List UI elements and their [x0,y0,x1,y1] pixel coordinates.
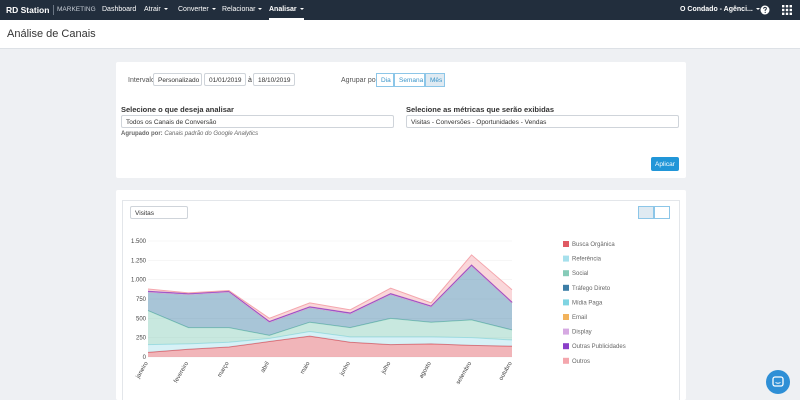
y-tick-label: 750 [136,297,147,303]
filter-card: Intervalo Personalizado 01/01/2019 à 18/… [116,62,686,178]
chart-frame [122,200,680,400]
legend-label: Referência [572,257,602,263]
y-tick-label: 0 [143,355,147,361]
page-title: Análise de Canais [7,28,96,40]
legend-swatch [563,270,569,277]
x-tick-label: outubro [498,360,514,381]
legend-swatch [563,284,569,291]
end-date[interactable]: 18/10/2019 [253,73,295,86]
brand[interactable]: RD Station [6,5,50,15]
x-tick-label: abril [260,361,271,374]
series-line [147,265,513,323]
nav-item[interactable]: Atrair [144,6,168,13]
legend-swatch [563,299,569,306]
legend-label: Display [572,330,592,336]
series-line [147,335,513,353]
metrics-select[interactable]: Visitas - Conversões - Oportunidades - V… [406,115,679,128]
legend-label: Tráfego Direto [572,286,611,292]
metrics-label: Selecione as métricas que serão exibidas [406,105,554,114]
nav-item[interactable]: Dashboard [102,6,137,13]
analyze-select[interactable]: Todos os Canais de Conversão [121,115,394,128]
legend-label: Busca Orgânica [572,242,615,248]
series-area [148,265,512,336]
y-tick-label: 500 [136,316,147,322]
x-tick-label: julho [380,360,392,375]
area-view-button[interactable] [638,206,654,219]
legend-label: Mídia Paga [572,300,603,306]
x-tick-label: maio [300,360,312,375]
chart-card: Visitas [116,190,686,400]
group-month[interactable]: Mês [425,73,445,87]
apply-button[interactable]: Aplicar [651,157,679,171]
nav-item[interactable]: Converter [178,6,216,13]
legend-swatch [563,314,569,320]
legend-label: Email [572,315,587,321]
x-tick-label: março [217,360,231,378]
apps-icon[interactable] [782,5,792,15]
start-date[interactable]: 01/01/2019 [204,73,246,86]
metric-select[interactable]: Visitas [130,206,188,219]
x-tick-label: janeiro [135,360,150,380]
y-tick-label: 250 [136,336,147,342]
legend-swatch [563,255,569,262]
series-area [148,254,512,322]
y-tick-label: 1.500 [131,239,147,245]
x-tick-label: agosto [419,360,434,379]
legend-label: Social [572,271,588,277]
account-menu[interactable]: O Condado - Agênci... [680,6,760,13]
series-line [147,330,513,346]
legend-swatch [563,343,569,350]
legend-swatch [563,357,569,364]
grouped-by-label: Agrupado por: [121,131,163,137]
series-area [148,331,512,353]
legend-swatch [563,328,569,335]
chat-button[interactable] [766,370,790,394]
series-area [148,336,512,357]
series-area [148,310,512,345]
group-label: Agrupar por [341,77,378,84]
series-line [147,254,513,319]
nav-item-active[interactable]: Analisar [269,6,304,20]
top-nav: RD Station MARKETING Dashboard Atrair Co… [0,0,800,20]
y-tick-label: 1.000 [131,278,147,284]
legend-label: Outras Publicidades [572,344,626,350]
nav-item[interactable]: Relacionar [222,6,262,13]
y-tick-label: 1.250 [131,258,147,264]
series-line [147,310,513,336]
legend-label: Outros [572,359,590,365]
legend-swatch [563,241,569,247]
group-day[interactable]: Dia [376,73,394,87]
x-tick-label: setembro [456,360,474,385]
product: MARKETING [57,6,96,13]
group-week[interactable]: Semana [394,73,425,87]
x-tick-label: junho [339,360,352,377]
page-header: Análise de Canais [0,20,800,49]
help-icon[interactable] [760,5,770,15]
bar-view-button[interactable] [654,206,670,219]
series-line [147,264,513,322]
x-tick-label: fevereiro [173,360,190,384]
grouped-by-value: Canais padrão do Google Analytics [164,131,259,137]
date-separator: à [248,77,252,84]
analyze-label: Selecione o que deseja analisar [121,105,234,114]
interval-select[interactable]: Personalizado [153,73,202,86]
interval-label: Intervalo [128,77,155,84]
